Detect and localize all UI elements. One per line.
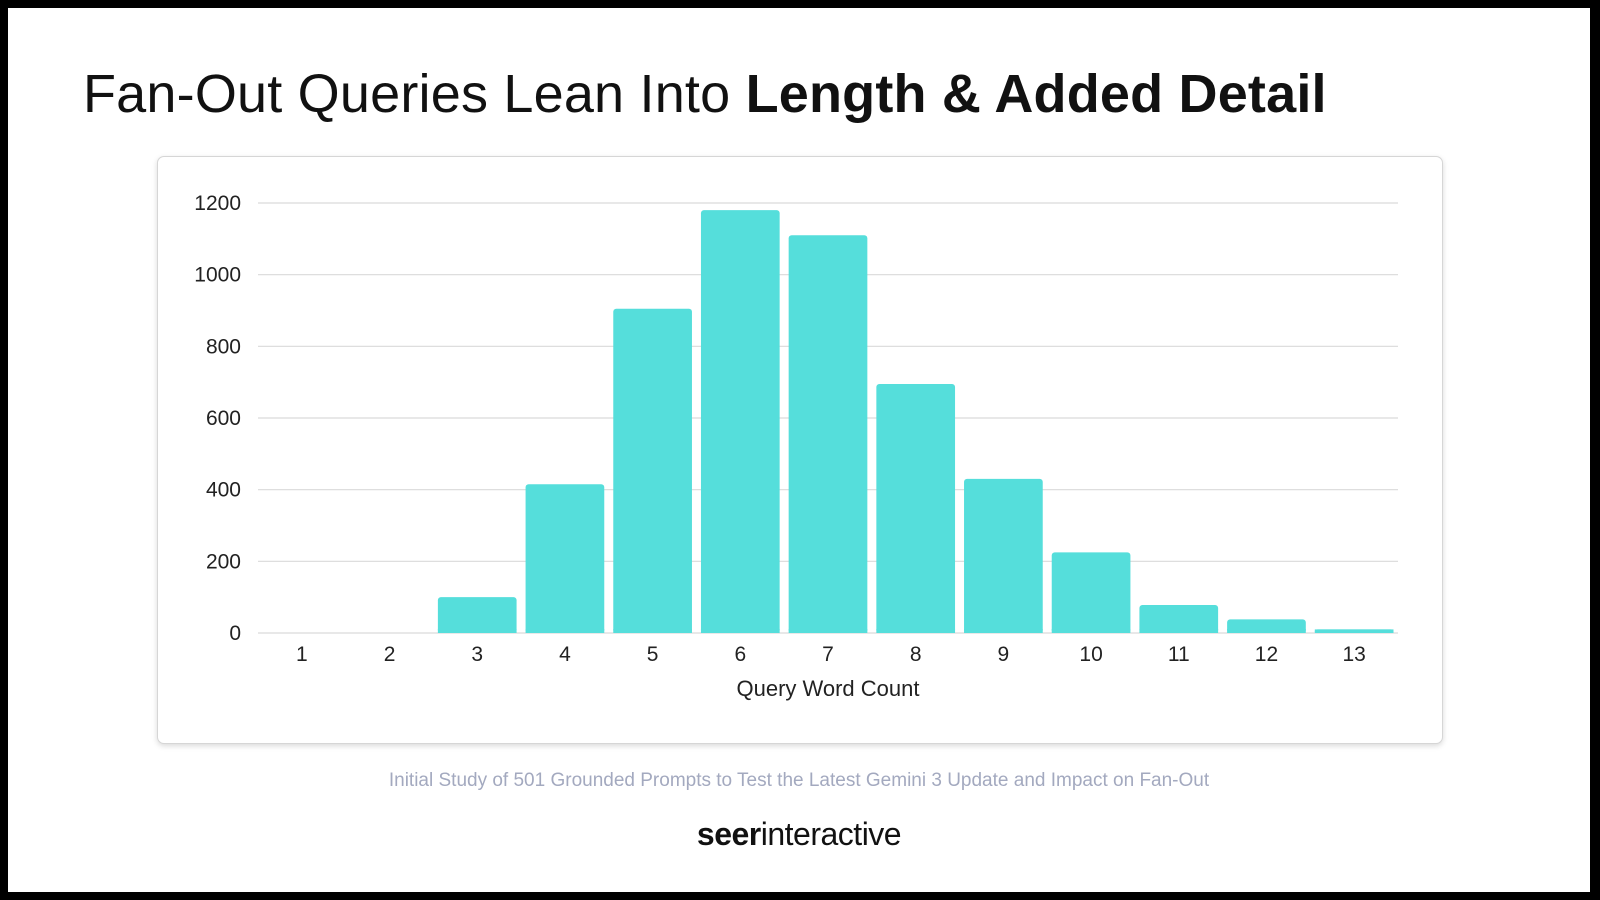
brand-logo-interactive: interactive	[760, 816, 902, 852]
x-tick-label: 4	[559, 643, 571, 666]
bar	[613, 308, 692, 633]
page-title: Fan-Out Queries Lean Into Length & Added…	[83, 63, 1327, 125]
chart-card: 0 200 400 600 800 1000 1200 1 2 3 4 5 6 7 8 9 10 11 12 13 Qu…	[157, 156, 1443, 744]
x-tick-label: 5	[647, 643, 659, 666]
x-tick-label: 10	[1079, 643, 1102, 666]
bar	[1051, 552, 1131, 633]
bar-base	[613, 629, 692, 633]
bar	[437, 597, 517, 633]
x-tick-label: 13	[1342, 643, 1365, 666]
y-tick-label: 1200	[194, 192, 241, 215]
x-tick-label: 7	[822, 643, 834, 666]
bar-base	[964, 629, 1043, 633]
x-tick-label: 8	[910, 643, 922, 666]
caption: Initial Study of 501 Grounded Prompts to…	[388, 770, 1210, 791]
x-axis-title: Query Word Count	[736, 676, 919, 701]
brand-logo: seerinteractive	[8, 816, 1590, 853]
y-tick-label: 0	[229, 622, 241, 645]
x-tick-label: 3	[471, 643, 483, 666]
title-bold-part: Length & Added Detail	[745, 64, 1327, 124]
bar-base	[1227, 629, 1306, 633]
bar-base	[876, 629, 956, 633]
bar	[788, 235, 868, 633]
y-tick-label: 200	[206, 550, 241, 573]
bar-base	[525, 629, 605, 633]
bar-base	[788, 629, 868, 633]
x-tick-label: 1	[296, 643, 308, 666]
x-tick-label: 11	[1168, 643, 1190, 666]
y-tick-label: 800	[206, 335, 241, 358]
brand-logo-seer: seer	[696, 816, 761, 852]
bar	[876, 383, 956, 633]
bar	[1139, 605, 1219, 633]
x-tick-label: 12	[1255, 643, 1278, 666]
bar	[700, 210, 780, 633]
y-tick-label: 400	[206, 479, 241, 502]
x-tick-label: 2	[384, 643, 396, 666]
slide: Fan-Out Queries Lean Into Length & Added…	[8, 8, 1590, 892]
x-tick-label: 9	[998, 643, 1010, 666]
y-tick-label: 600	[206, 407, 241, 430]
bar-base	[1314, 629, 1394, 633]
y-tick-label: 1000	[194, 264, 241, 287]
x-tick-label: 6	[734, 643, 746, 666]
bar	[964, 478, 1043, 633]
bar-base	[700, 629, 780, 633]
bar-base	[1051, 629, 1131, 633]
title-regular-part: Fan-Out Queries Lean Into	[83, 64, 746, 124]
bar	[525, 484, 605, 633]
bar-base	[1139, 629, 1219, 633]
bar-base	[437, 629, 517, 633]
